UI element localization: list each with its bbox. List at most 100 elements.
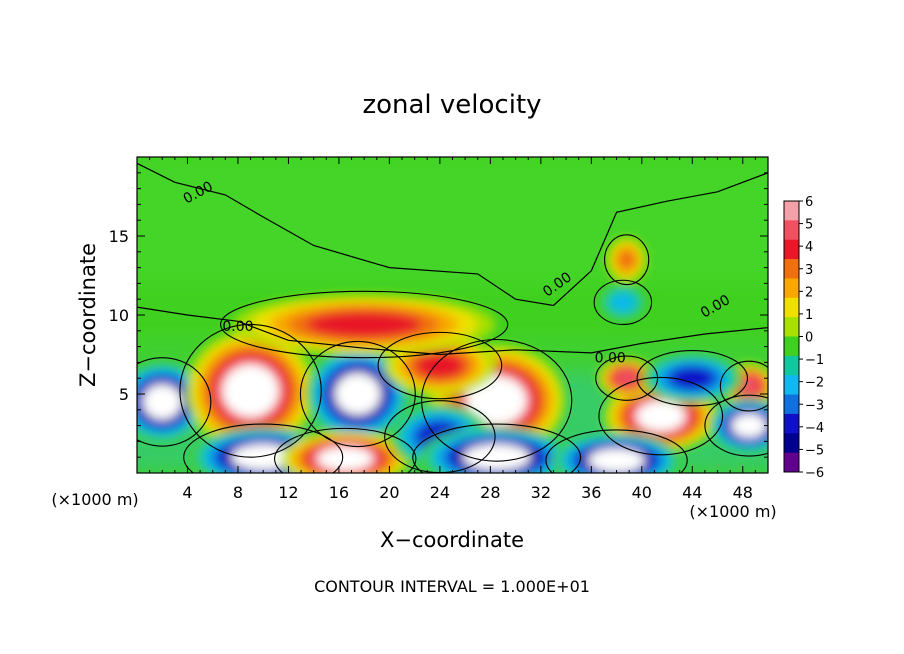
core: [144, 386, 181, 418]
negative-core-12: [419, 426, 574, 473]
positive-core-1: [185, 330, 316, 452]
colorbar-tick-label: −5: [805, 443, 824, 458]
positive-core-6: [598, 357, 655, 399]
zero-contour: [179, 323, 322, 458]
core: [233, 445, 293, 469]
core: [637, 402, 684, 430]
negative-core-8: [708, 397, 768, 454]
colorbar-tick-label: 5: [805, 218, 813, 233]
x-tick-label: 28: [480, 483, 500, 502]
zero-contour: [598, 376, 724, 456]
zero-contour: [274, 427, 417, 473]
chart-title: zonal velocity: [362, 90, 541, 120]
ring: [611, 293, 635, 312]
zero-contour: [719, 360, 768, 412]
plot-area: [137, 157, 768, 473]
positive-core-4: [383, 335, 497, 396]
zero-contour: [220, 290, 509, 359]
zero-contour: [377, 331, 503, 400]
y-tick-label: 15: [109, 227, 129, 246]
zero-contour: [137, 357, 212, 447]
zero-contour: [636, 350, 749, 407]
x-tick-label: 16: [329, 483, 349, 502]
x-tick-label: 20: [379, 483, 399, 502]
core: [590, 449, 643, 471]
colorbar-swatch: [784, 433, 799, 454]
y-axis-label: Z−coordinate: [76, 243, 100, 387]
ring: [614, 369, 640, 388]
ring: [306, 311, 422, 338]
x-tick-label: 48: [733, 483, 753, 502]
colorbar-swatch: [784, 375, 799, 396]
contour-label: 0.00: [222, 319, 253, 335]
colorbar-swatch: [784, 297, 799, 318]
core: [465, 445, 528, 469]
x-tick-label: 40: [632, 483, 652, 502]
colorbar-tick-label: 6: [805, 195, 813, 210]
colorbar-tick-label: 2: [805, 285, 813, 300]
colorbar-tick-label: −6: [805, 466, 824, 481]
zero-contour: [299, 340, 416, 448]
x-tick-label: 36: [581, 483, 601, 502]
zero-contour: [545, 429, 688, 473]
x-tick-label: 4: [182, 483, 192, 502]
contour-interval-label: CONTOUR INTERVAL = 1.000E+01: [314, 577, 590, 596]
colorbar-tick-label: 3: [805, 263, 813, 278]
x-axis-label: X−coordinate: [380, 528, 524, 552]
zero-contour: [595, 355, 659, 401]
colorbar-swatch: [784, 239, 799, 260]
contour-label: 0.00: [595, 350, 626, 366]
core: [336, 375, 380, 413]
y-tick-label: 10: [109, 306, 129, 325]
colorbar-swatch: [784, 259, 799, 279]
colorbar-tick-label: −3: [805, 398, 824, 413]
x-unit-left: (×1000 m): [51, 490, 138, 509]
colorbar-swatch: [784, 336, 799, 357]
colorbar-tick-label: 0: [805, 331, 813, 346]
y-tick-label: 5: [119, 385, 129, 404]
y-axis: 5 10 15: [109, 172, 768, 458]
x-tick-label: 32: [531, 483, 551, 502]
colorbar-swatch: [784, 394, 799, 415]
ring: [415, 352, 465, 379]
zero-contour-line-0: [137, 162, 768, 307]
colorbar-tick-label: −2: [805, 376, 824, 391]
zero-contour: [421, 338, 573, 462]
positive-band-15: [232, 294, 496, 355]
colorbar-tick-label: 1: [805, 308, 813, 323]
core: [732, 415, 766, 437]
zero-contour: [704, 394, 768, 457]
x-tick-label: 44: [682, 483, 702, 502]
colorbar-swatch: [784, 413, 799, 434]
negative-core-13: [551, 432, 682, 473]
x-tick-label: 12: [278, 483, 298, 502]
positive-blob-16: [606, 236, 647, 283]
colorbar-tick-label: 4: [805, 240, 813, 255]
colorbar: 6 5 4 3 2 1 0 −1 −2 −3 −4 −5 −6: [783, 195, 824, 481]
x-axis: 4 8 12 16 20 24 28 32 36 40 44 48: [149, 157, 756, 502]
ring: [617, 249, 636, 270]
colorbar-tick-label: −4: [805, 421, 824, 436]
colorbar-swatch: [784, 452, 799, 473]
zero-contour: [183, 423, 344, 473]
x-tick-label: 8: [233, 483, 243, 502]
core: [224, 368, 277, 414]
colorbar-tick-label: −1: [805, 353, 824, 368]
colorbar-swatch: [784, 355, 799, 376]
zero-contour: [412, 423, 582, 473]
colorbar-swatch: [784, 220, 799, 241]
zero-contour: [593, 279, 653, 326]
colorbar-swatch: [784, 201, 799, 221]
x-tick-label: 24: [430, 483, 450, 502]
zero-contour: [604, 234, 650, 286]
colorbar-swatch: [784, 278, 799, 299]
ring: [737, 376, 761, 397]
negative-blob-17: [596, 282, 650, 323]
x-unit-right: (×1000 m): [689, 502, 776, 521]
colorbar-swatch: [784, 317, 799, 337]
core: [318, 448, 372, 470]
ring: [670, 367, 715, 390]
negative-core-14: [641, 352, 743, 404]
band-2: [137, 157, 768, 284]
